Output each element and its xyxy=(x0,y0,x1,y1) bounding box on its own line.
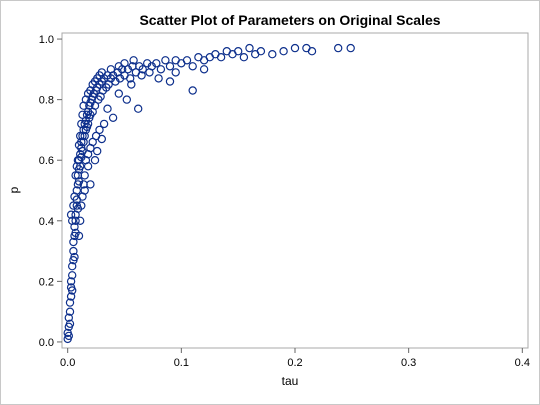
data-point xyxy=(77,119,86,129)
data-point xyxy=(268,50,277,59)
x-tick-label: 0.2 xyxy=(287,357,302,369)
chart-title: Scatter Plot of Parameters on Original S… xyxy=(139,12,440,28)
data-point xyxy=(67,262,77,271)
x-axis: 0.0 0.1 0.2 0.3 0.4 xyxy=(60,348,530,369)
data-point xyxy=(90,155,100,165)
data-point xyxy=(307,47,317,56)
data-point xyxy=(106,65,116,74)
data-point xyxy=(65,307,75,316)
data-point xyxy=(75,131,85,141)
data-point xyxy=(69,237,78,247)
x-tick-label: 0.4 xyxy=(515,357,530,369)
data-point xyxy=(182,56,192,65)
data-point xyxy=(199,65,209,74)
data-point xyxy=(69,201,78,210)
data-point xyxy=(80,171,89,180)
y-tick-label: 0.0 xyxy=(39,337,54,349)
data-point xyxy=(97,68,107,77)
data-point xyxy=(86,180,95,189)
x-axis-label: tau xyxy=(282,374,299,388)
data-point xyxy=(75,216,85,225)
data-point xyxy=(66,277,76,286)
data-point xyxy=(165,77,175,86)
plot-area xyxy=(61,32,529,349)
y-axis: 0.0 0.2 0.4 0.6 0.8 1.0 xyxy=(39,34,62,349)
data-point xyxy=(145,68,154,77)
data-point xyxy=(99,119,109,129)
data-point xyxy=(71,171,80,180)
y-tick-label: 0.8 xyxy=(39,95,54,107)
data-points xyxy=(63,43,355,344)
data-point xyxy=(95,125,104,135)
data-point xyxy=(156,65,166,74)
data-point xyxy=(233,47,243,56)
data-point xyxy=(80,186,89,195)
data-point xyxy=(73,155,83,165)
x-tick-label: 0.3 xyxy=(401,357,416,369)
data-point xyxy=(90,101,100,110)
data-point xyxy=(216,53,226,62)
y-axis-label: p xyxy=(7,186,21,193)
data-point xyxy=(67,271,77,280)
data-point xyxy=(83,162,93,171)
data-point xyxy=(108,113,118,123)
data-point xyxy=(245,43,254,53)
data-point xyxy=(334,43,343,53)
data-point xyxy=(80,131,89,141)
data-point xyxy=(154,74,163,83)
data-point xyxy=(74,140,84,150)
x-tick-label: 0.1 xyxy=(174,357,189,369)
y-tick-label: 0.4 xyxy=(39,216,54,228)
data-point xyxy=(92,146,102,156)
data-point xyxy=(122,95,132,104)
data-point xyxy=(239,53,249,62)
data-point xyxy=(120,59,129,68)
data-point xyxy=(67,216,77,225)
data-point xyxy=(64,331,74,341)
data-point xyxy=(67,286,77,295)
data-point xyxy=(78,110,87,120)
data-point xyxy=(70,252,79,262)
data-point xyxy=(64,313,74,322)
data-point xyxy=(127,80,136,89)
y-tick-label: 0.2 xyxy=(39,276,54,288)
data-point xyxy=(70,192,79,201)
data-point xyxy=(137,71,146,80)
data-point xyxy=(69,246,78,256)
data-point xyxy=(114,89,124,98)
data-point xyxy=(188,62,197,71)
data-point xyxy=(72,162,82,171)
x-tick-label: 0.0 xyxy=(60,357,75,369)
data-point xyxy=(133,104,143,113)
data-point xyxy=(71,216,80,225)
data-point xyxy=(66,292,76,301)
data-point xyxy=(171,68,180,77)
data-point xyxy=(279,47,288,56)
data-point xyxy=(152,59,161,68)
data-point xyxy=(65,298,75,307)
data-point xyxy=(256,47,266,56)
data-point xyxy=(138,65,147,74)
data-point xyxy=(290,43,300,53)
data-point xyxy=(97,134,107,144)
data-point xyxy=(66,210,76,219)
y-tick-label: 1.0 xyxy=(39,34,54,46)
data-point xyxy=(78,131,87,141)
data-point xyxy=(74,231,84,241)
data-point xyxy=(65,319,75,328)
data-point xyxy=(161,56,170,65)
data-point xyxy=(165,62,175,71)
data-point xyxy=(103,104,112,113)
data-point xyxy=(188,86,197,95)
data-point xyxy=(125,74,135,83)
data-point xyxy=(77,201,86,210)
data-point xyxy=(129,56,138,65)
data-point xyxy=(346,43,355,53)
y-tick-label: 0.6 xyxy=(39,155,54,167)
